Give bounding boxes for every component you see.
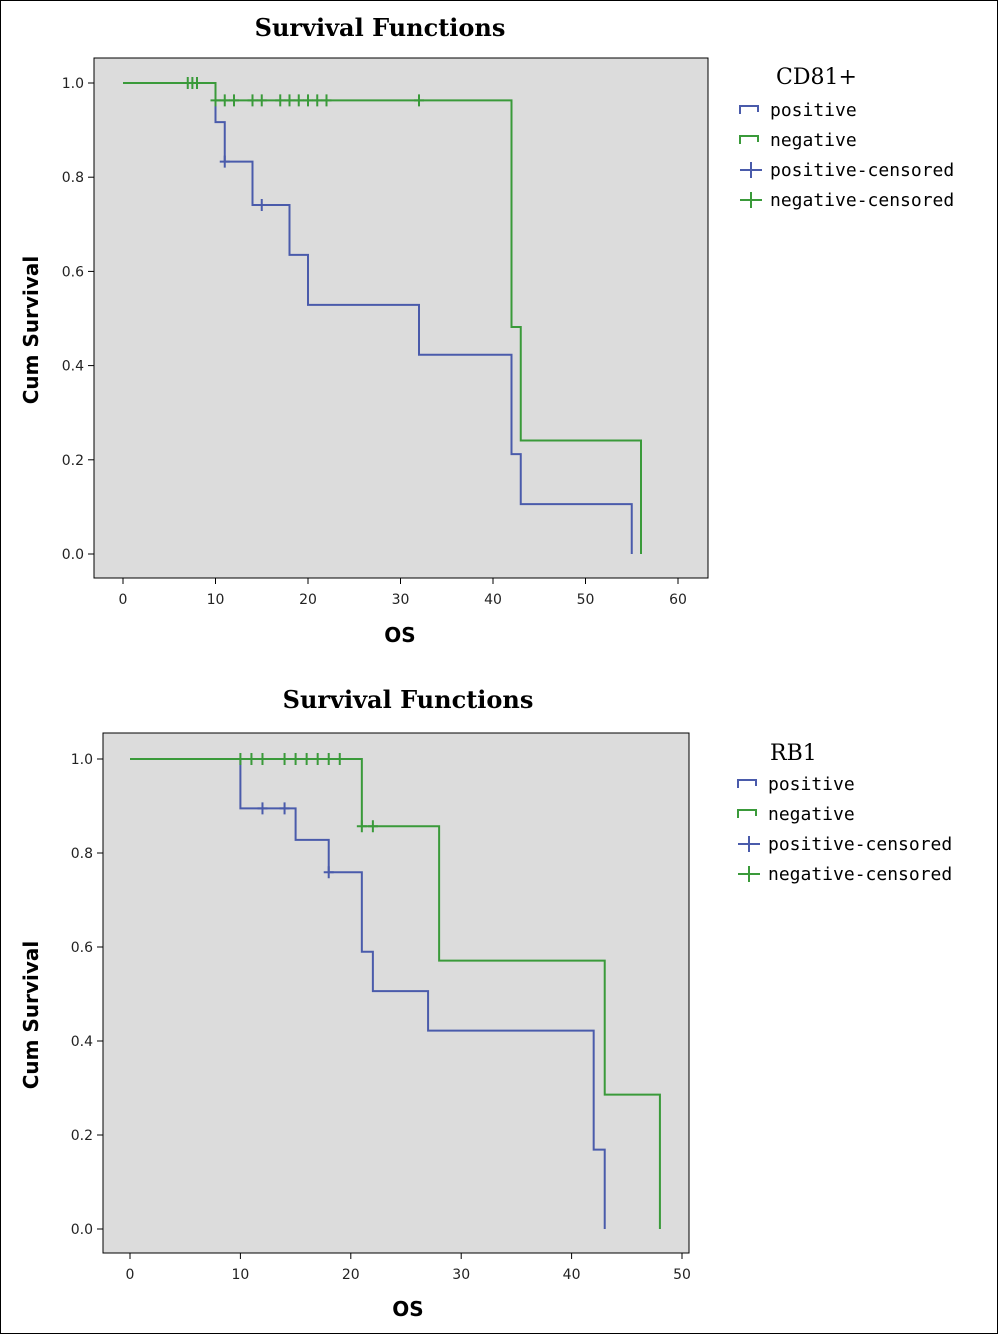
legend: positive negative positive-censored negativ…: [739, 100, 954, 211]
censored-mark-negative: [356, 820, 367, 833]
censored-mark-positive: [257, 802, 268, 815]
censored-mark-negative: [257, 753, 268, 765]
y-tick-label: 0.8: [71, 846, 93, 862]
curves: [123, 77, 642, 554]
y-axis-label: Cum Survival: [19, 941, 43, 1090]
censored-mark-positive: [219, 155, 230, 168]
x-tick-label: 0: [119, 592, 128, 608]
x-tick-label: 30: [392, 592, 410, 608]
plot-area: [102, 732, 690, 1254]
chart-title: Survival Functions: [283, 685, 534, 714]
legend-swatch-line: [737, 779, 757, 788]
y-tick-label: 0.8: [62, 170, 84, 186]
y-tick-label: 0.6: [62, 264, 84, 280]
legend-swatch-censor: [738, 866, 760, 882]
x-tick-label: 30: [452, 1267, 470, 1283]
legend-label: negative-censored: [770, 190, 954, 211]
x-tick-label: 20: [299, 592, 317, 608]
y-tick-label: 0.2: [62, 453, 84, 469]
x-tick-label: 60: [669, 592, 687, 608]
censored-mark-negative: [414, 94, 424, 107]
plot-area: [93, 57, 709, 579]
legend-swatch-line: [737, 809, 757, 818]
censored-mark-negative: [303, 94, 313, 107]
censored-mark-negative: [279, 753, 290, 765]
x-tick-label: 40: [484, 592, 502, 608]
chart-rb1: Survival Functions OS Cum Survival RB1 0…: [19, 685, 952, 1321]
censored-mark-negative: [290, 753, 301, 765]
censored-mark-negative: [321, 94, 332, 107]
censored-mark-positive: [323, 866, 334, 879]
censored-mark-negative: [367, 820, 378, 833]
x-axis-label: OS: [384, 623, 415, 647]
censored-mark-negative: [284, 94, 295, 107]
legend-swatch-line: [739, 135, 759, 144]
censored-mark-negative: [301, 753, 312, 765]
censored-mark-negative: [247, 94, 258, 107]
survival-curve-negative: [123, 82, 642, 554]
censored-mark-negative: [293, 94, 304, 107]
legend-swatch-censor: [740, 192, 762, 208]
x-tick-label: 20: [342, 1267, 360, 1283]
x-tick-label: 50: [673, 1267, 691, 1283]
curves: [130, 753, 661, 1229]
legend-swatch-censor: [738, 836, 760, 852]
y-tick-label: 0.0: [62, 547, 84, 563]
y-tick-label: 1.0: [71, 752, 93, 768]
legend-label: positive-censored: [770, 160, 954, 181]
y-tick-label: 0.4: [62, 359, 84, 375]
censored-mark-positive: [279, 802, 290, 815]
chart-cd81: Survival Functions OS Cum Survival CD81+…: [19, 13, 954, 647]
censored-mark-negative: [334, 753, 345, 765]
censored-mark-negative: [323, 753, 334, 765]
censored-mark-negative: [256, 94, 267, 107]
censored-mark-negative: [219, 94, 230, 107]
censored-mark-negative: [235, 753, 246, 765]
legend-title: RB1: [770, 741, 817, 766]
y-tick-label: 0.6: [71, 940, 93, 956]
ticks: 0 10 20 30 40 50 0.0 0.2 0.4 0.6 0.8 1.0: [71, 752, 691, 1283]
legend: positive negative positive-censored negativ…: [737, 774, 952, 885]
legend-title: CD81+: [776, 65, 857, 90]
legend-swatch-line: [739, 105, 759, 114]
legend-label: negative: [768, 804, 855, 825]
censored-mark-negative: [210, 94, 221, 107]
chart-title: Survival Functions: [255, 13, 506, 42]
y-tick-label: 0.2: [71, 1128, 93, 1144]
censored-mark-positive: [256, 198, 267, 211]
y-tick-label: 1.0: [62, 76, 84, 92]
survival-curve-positive: [123, 82, 633, 554]
survival-curve-negative: [130, 758, 661, 1229]
censored-mark-negative: [229, 94, 239, 107]
censored-mark-negative: [246, 753, 257, 765]
y-tick-label: 0.0: [71, 1222, 93, 1238]
y-axis-label: Cum Survival: [19, 256, 43, 405]
legend-label: negative: [770, 130, 857, 151]
x-tick-label: 10: [231, 1267, 249, 1283]
survival-curve-positive: [130, 758, 606, 1229]
censored-mark-negative: [275, 94, 286, 107]
x-axis-label: OS: [392, 1297, 423, 1321]
censored-mark-negative: [312, 94, 323, 107]
x-tick-label: 40: [563, 1267, 581, 1283]
x-tick-label: 10: [207, 592, 225, 608]
legend-label: positive: [770, 100, 857, 121]
x-tick-label: 0: [126, 1267, 135, 1283]
x-tick-label: 50: [577, 592, 595, 608]
y-tick-label: 0.4: [71, 1034, 93, 1050]
censored-mark-negative: [312, 753, 323, 765]
legend-label: positive-censored: [768, 834, 952, 855]
legend-label: negative-censored: [768, 864, 952, 885]
ticks: 0 10 20 30 40 50 60 0.0 0.2 0.4 0.6 0.8 1.0: [62, 76, 687, 608]
legend-label: positive: [768, 774, 855, 795]
censored-mark-negative: [192, 77, 202, 89]
legend-swatch-censor: [740, 162, 762, 178]
